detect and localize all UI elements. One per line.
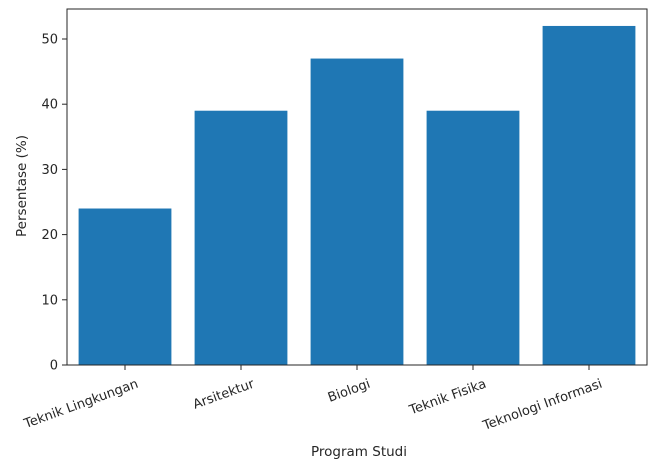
y-axis-label: Persentase (%) <box>14 135 30 237</box>
x-tick-label-teknologi-informasi: Teknologi Informasi <box>480 377 604 434</box>
x-tick-label-arsitektur: Arsitektur <box>191 376 257 412</box>
y-tick-label: 40 <box>41 98 58 113</box>
bars-group <box>78 25 636 366</box>
x-tick-label-biologi: Biologi <box>326 377 372 406</box>
y-tick-label: 10 <box>41 293 58 308</box>
y-tick-label: 20 <box>41 228 58 243</box>
x-tick-label-teknik-lingkungan: Teknik Lingkungan <box>21 377 140 433</box>
bar-teknik-lingkungan <box>78 208 172 365</box>
y-axis-ticks: 0 10 20 30 40 50 <box>41 32 67 374</box>
x-axis-label: Program Studi <box>311 444 407 460</box>
x-axis-ticks: Teknik Lingkungan Arsitektur Biologi Teknik… <box>21 365 604 434</box>
bar-arsitektur <box>194 110 288 365</box>
bar-teknologi-informasi <box>542 25 636 365</box>
x-tick-label-teknik-fisika: Teknik Fisika <box>407 377 489 419</box>
plot-frame <box>66 8 648 366</box>
axes-frame <box>66 8 648 366</box>
y-tick-label: 50 <box>41 32 58 47</box>
bar-teknik-fisika <box>426 110 520 365</box>
y-tick-label: 0 <box>50 359 58 374</box>
bar-biologi <box>310 58 404 366</box>
y-tick-label: 30 <box>41 163 58 178</box>
